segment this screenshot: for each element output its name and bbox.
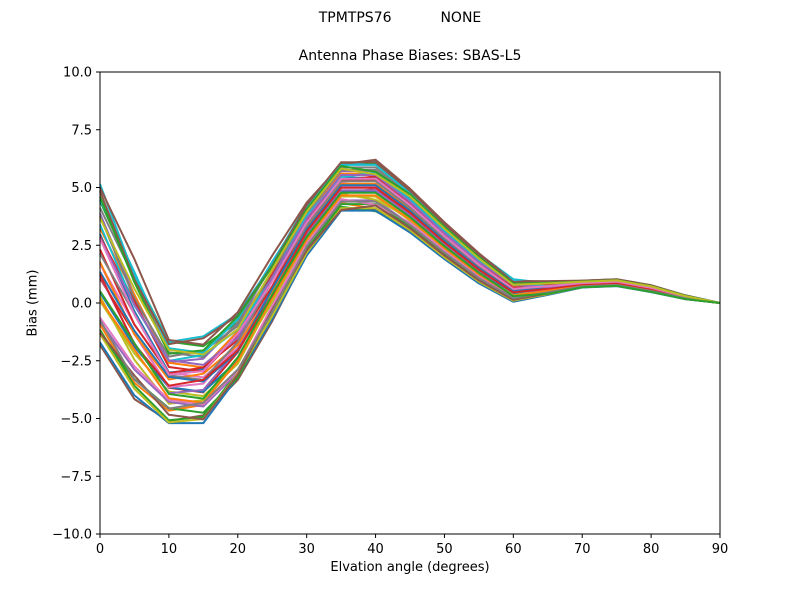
series-line-s39: [99, 167, 721, 356]
figure-suptitle: TPMTPS76 NONE: [318, 10, 482, 26]
series-line-s13: [99, 205, 721, 422]
series-line-s06: [99, 208, 721, 422]
x-tick-label: 70: [574, 542, 591, 557]
series-line-s16: [99, 158, 721, 346]
series-line-s18: [99, 168, 721, 358]
y-tick-label: 7.5: [71, 123, 92, 138]
y-tick-label: 0.0: [71, 297, 92, 312]
x-tick-label: 30: [298, 542, 315, 557]
y-tick-label: 5.0: [71, 181, 92, 196]
x-tick-label: 20: [230, 542, 247, 557]
x-tick-label: 10: [161, 542, 178, 557]
y-tick-label: 10.0: [63, 66, 92, 81]
x-tick-label: 50: [436, 542, 453, 557]
y-tick-label: −5.0: [60, 412, 92, 427]
y-tick-label: −2.5: [60, 354, 92, 369]
y-tick-label: 2.5: [71, 239, 92, 254]
x-tick-label: 80: [643, 542, 660, 557]
chart-title: Antenna Phase Biases: SBAS-L5: [298, 48, 522, 64]
x-tick-label: 0: [96, 542, 104, 557]
series-line-s37: [99, 177, 721, 376]
x-axis-label: Elvation angle (degrees): [330, 560, 490, 575]
axes-frame: [99, 71, 721, 535]
series-line-s33: [99, 165, 721, 355]
y-tick-label: −10.0: [52, 528, 92, 543]
y-tick-label: −7.5: [60, 470, 92, 485]
x-tick-label: 40: [367, 542, 384, 557]
x-tick-label: 90: [712, 542, 729, 557]
series-line-s26: [99, 161, 721, 346]
x-tick-label: 60: [505, 542, 522, 557]
series-line-s40: [99, 191, 721, 400]
series-line-s36: [99, 204, 721, 421]
series-line-s34: [99, 186, 721, 387]
